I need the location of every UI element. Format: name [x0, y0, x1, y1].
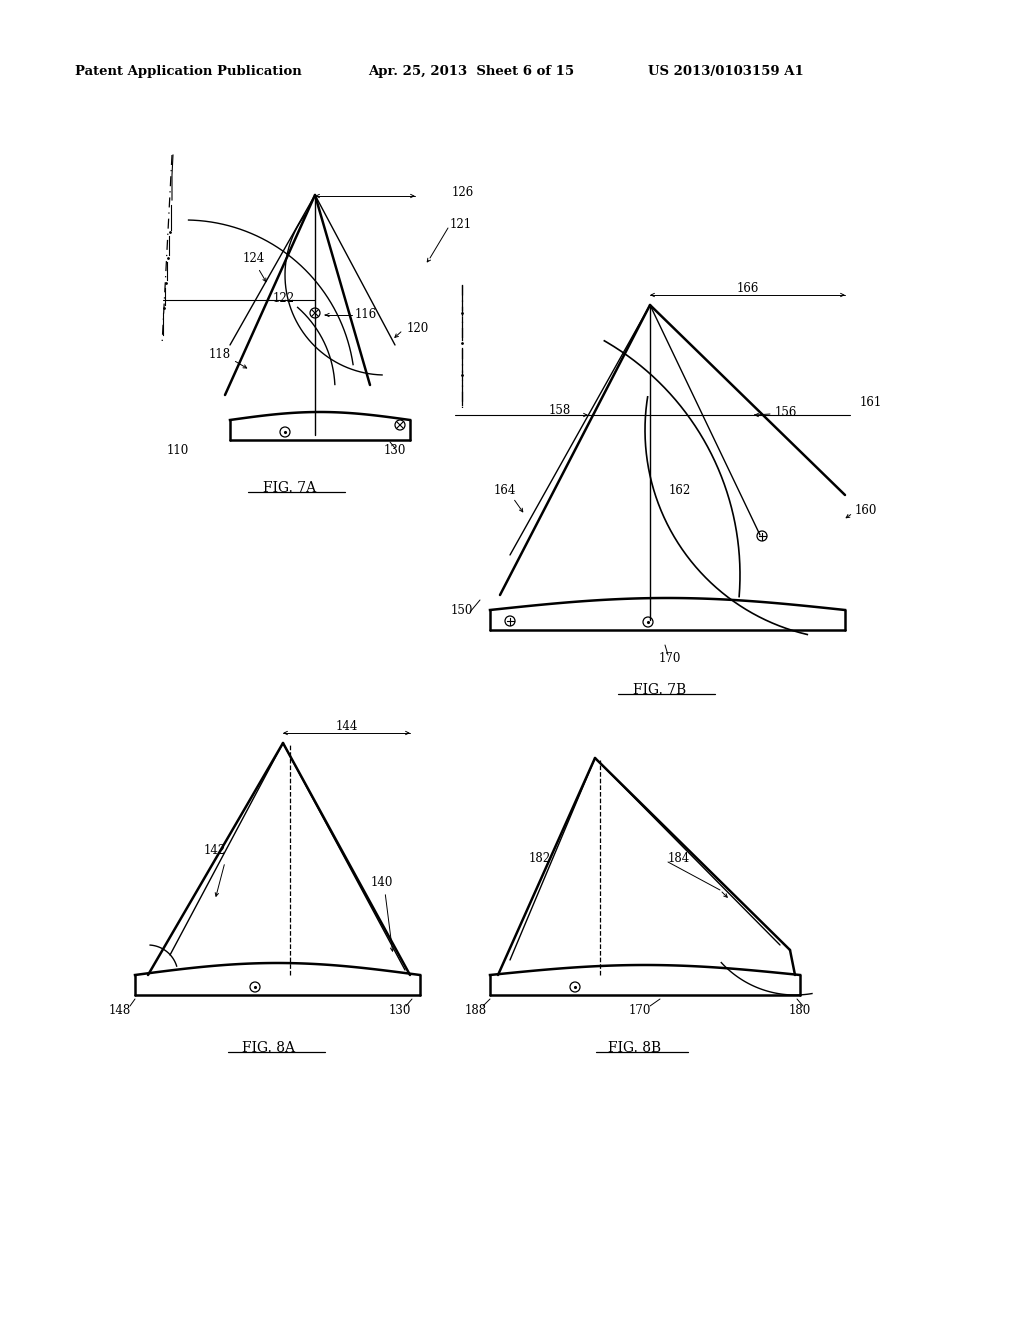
Text: 130: 130	[389, 1003, 412, 1016]
Text: 164: 164	[494, 483, 516, 496]
Text: 182: 182	[529, 851, 551, 865]
Text: 184: 184	[668, 851, 690, 865]
Text: FIG. 7B: FIG. 7B	[634, 682, 687, 697]
Text: 188: 188	[465, 1003, 487, 1016]
Text: Patent Application Publication: Patent Application Publication	[75, 66, 302, 78]
Text: 156: 156	[775, 405, 798, 418]
Text: 148: 148	[109, 1003, 131, 1016]
Text: 162: 162	[669, 483, 691, 496]
Text: 180: 180	[788, 1003, 811, 1016]
Text: 121: 121	[450, 219, 472, 231]
Text: 120: 120	[407, 322, 429, 334]
Text: 142: 142	[204, 843, 226, 857]
Text: FIG. 7A: FIG. 7A	[263, 480, 316, 495]
Text: 170: 170	[658, 652, 681, 664]
Text: 140: 140	[371, 875, 393, 888]
Text: 150: 150	[451, 603, 473, 616]
Text: 130: 130	[384, 444, 407, 457]
Text: 110: 110	[167, 444, 189, 457]
Text: 124: 124	[243, 252, 265, 264]
Text: 118: 118	[209, 348, 231, 362]
Text: 158: 158	[549, 404, 571, 417]
Text: 166: 166	[737, 281, 759, 294]
Text: 122: 122	[272, 292, 295, 305]
Text: Apr. 25, 2013  Sheet 6 of 15: Apr. 25, 2013 Sheet 6 of 15	[368, 66, 574, 78]
Text: 116: 116	[355, 309, 377, 322]
Text: 161: 161	[860, 396, 883, 409]
Text: 144: 144	[336, 719, 358, 733]
Text: FIG. 8A: FIG. 8A	[242, 1041, 295, 1055]
Text: 126: 126	[452, 186, 474, 199]
Text: 160: 160	[855, 503, 878, 516]
Text: US 2013/0103159 A1: US 2013/0103159 A1	[648, 66, 804, 78]
Text: 170: 170	[629, 1003, 651, 1016]
Text: FIG. 8B: FIG. 8B	[608, 1041, 662, 1055]
